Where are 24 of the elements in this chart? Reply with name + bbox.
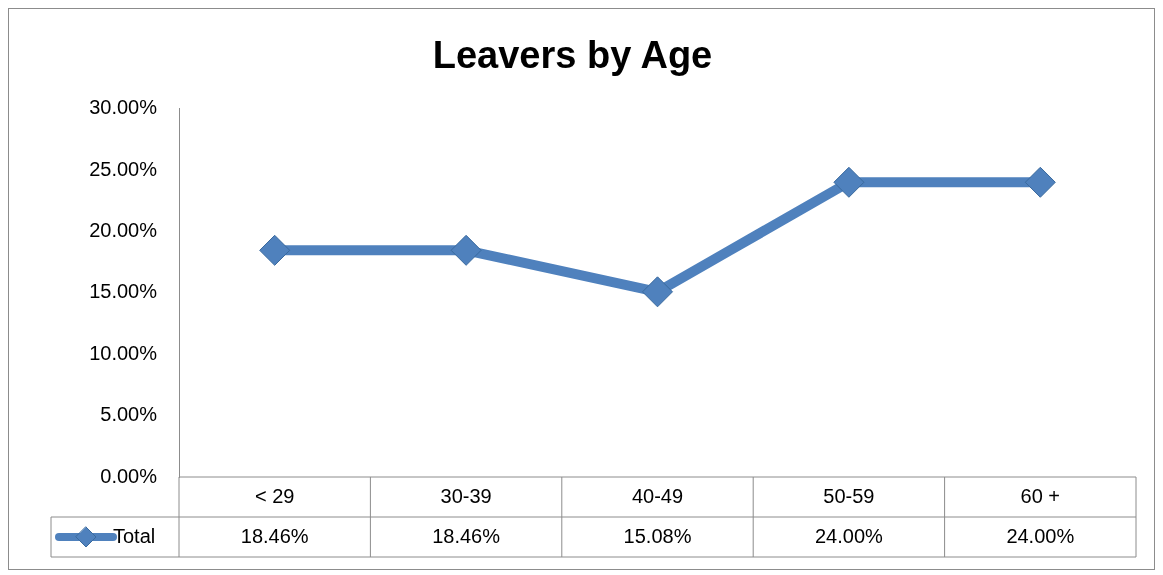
legend-label: Total: [113, 524, 156, 547]
point: [259, 234, 291, 266]
point: [833, 166, 865, 198]
chart-title: Leavers by Age: [432, 34, 713, 77]
data-label: 18.46%: [240, 524, 309, 547]
x-tick-label: < 29: [254, 484, 295, 507]
y-tick-label: 25.00%: [89, 157, 158, 180]
data-label: 24.00%: [814, 524, 884, 547]
x-tick-label: 30-39: [440, 484, 492, 507]
point: [642, 276, 673, 308]
point: [450, 234, 482, 266]
data-label: 24.00%: [1006, 524, 1075, 547]
data-label: 18.46%: [432, 524, 501, 547]
point: [1024, 166, 1056, 198]
x-tick-label: 60 +: [1020, 484, 1061, 507]
x-tick-label: 40-49: [631, 484, 684, 507]
y-tick-label: 20.00%: [89, 218, 158, 241]
y-tick-label: 10.00%: [89, 341, 158, 364]
y-tick-label: 5.00%: [100, 403, 158, 426]
data-label: 15.08%: [623, 524, 692, 547]
y-tick-label: 0.00%: [100, 464, 158, 487]
y-tick-label: 30.00%: [89, 96, 158, 119]
y-tick-label: 15.00%: [89, 280, 158, 303]
x-tick-label: 50-59: [823, 484, 875, 507]
